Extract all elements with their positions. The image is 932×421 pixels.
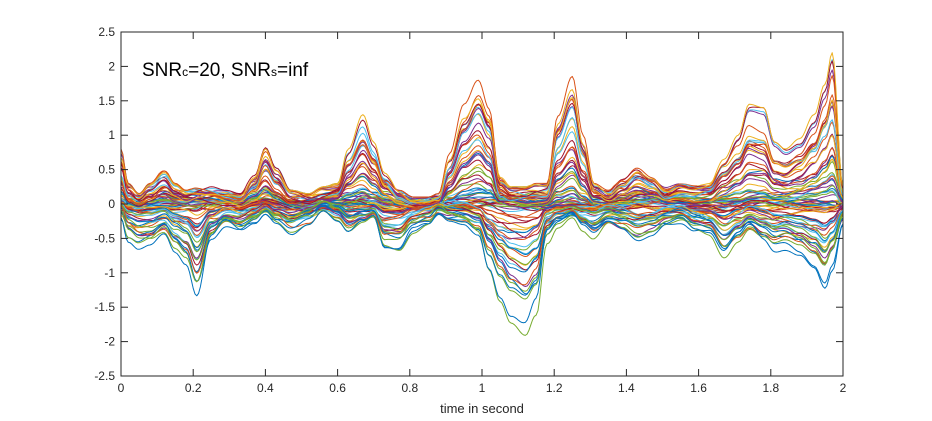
annotation-part: SNR (142, 60, 182, 81)
y-tick-label: -2.5 (94, 369, 115, 383)
x-axis-ticks (120, 32, 844, 376)
y-tick-label: -1 (104, 266, 115, 280)
series-line (120, 149, 844, 207)
x-tick-label: 1.8 (762, 381, 779, 395)
x-tick-label: 0.8 (401, 381, 418, 395)
y-tick-label: -2 (104, 335, 115, 349)
annotation-part: =20, SNR (188, 60, 271, 81)
x-tick-label: 2 (840, 381, 847, 395)
y-tick-label: 1.5 (98, 94, 115, 108)
x-tick-label: 0.2 (185, 381, 202, 395)
x-tick-label: 1.2 (546, 381, 563, 395)
x-tick-label: 1.4 (618, 381, 635, 395)
x-axis-tick-labels: 0 0.2 0.4 0.6 0.8 1 1.2 1.4 1.6 1.8 2 (118, 381, 847, 395)
y-axis-tick-labels: -2.5 -2 -1.5 -1 -0.5 0 0.5 1 1.5 2 2.5 (94, 25, 115, 383)
plot-area: 0 0.2 0.4 0.6 0.8 1 1.2 1.4 1.6 1.8 2 -2.5 -2 -1.5 -1… (94, 25, 846, 395)
series-line (120, 198, 844, 225)
x-tick-label: 0.6 (329, 381, 346, 395)
y-tick-label: 0 (108, 197, 115, 211)
x-axis-label: time in second (440, 401, 524, 416)
y-tick-label: 2.5 (98, 25, 115, 39)
y-tick-label: -1.5 (94, 300, 115, 314)
series-line (120, 210, 844, 324)
series-layer (120, 52, 844, 336)
x-tick-label: 1 (479, 381, 486, 395)
y-tick-label: 0.5 (98, 163, 115, 177)
y-tick-label: 2 (108, 59, 115, 73)
y-axis-ticks (121, 31, 843, 377)
series-line (120, 201, 844, 257)
x-tick-label: 1.6 (690, 381, 707, 395)
series-line (120, 200, 844, 292)
series-line (120, 89, 844, 203)
series-line (120, 75, 844, 202)
snr-annotation: SNRc=20, SNRs=inf (142, 60, 309, 81)
annotation-subscript: c (182, 65, 188, 79)
x-tick-label: 0 (118, 381, 125, 395)
series-line (120, 52, 844, 203)
y-tick-label: -0.5 (94, 231, 115, 245)
x-tick-label: 0.4 (257, 381, 274, 395)
series-line (120, 94, 844, 205)
annotation-part: =inf (277, 60, 309, 81)
y-tick-label: 1 (108, 128, 115, 142)
series-line (120, 204, 844, 296)
series-line (120, 208, 844, 336)
annotation-subscript: s (271, 65, 277, 79)
series-line (120, 154, 844, 207)
